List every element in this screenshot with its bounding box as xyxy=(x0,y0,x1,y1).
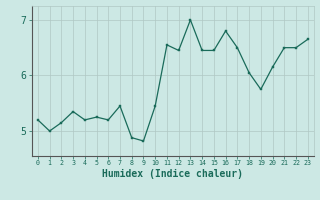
X-axis label: Humidex (Indice chaleur): Humidex (Indice chaleur) xyxy=(102,169,243,179)
